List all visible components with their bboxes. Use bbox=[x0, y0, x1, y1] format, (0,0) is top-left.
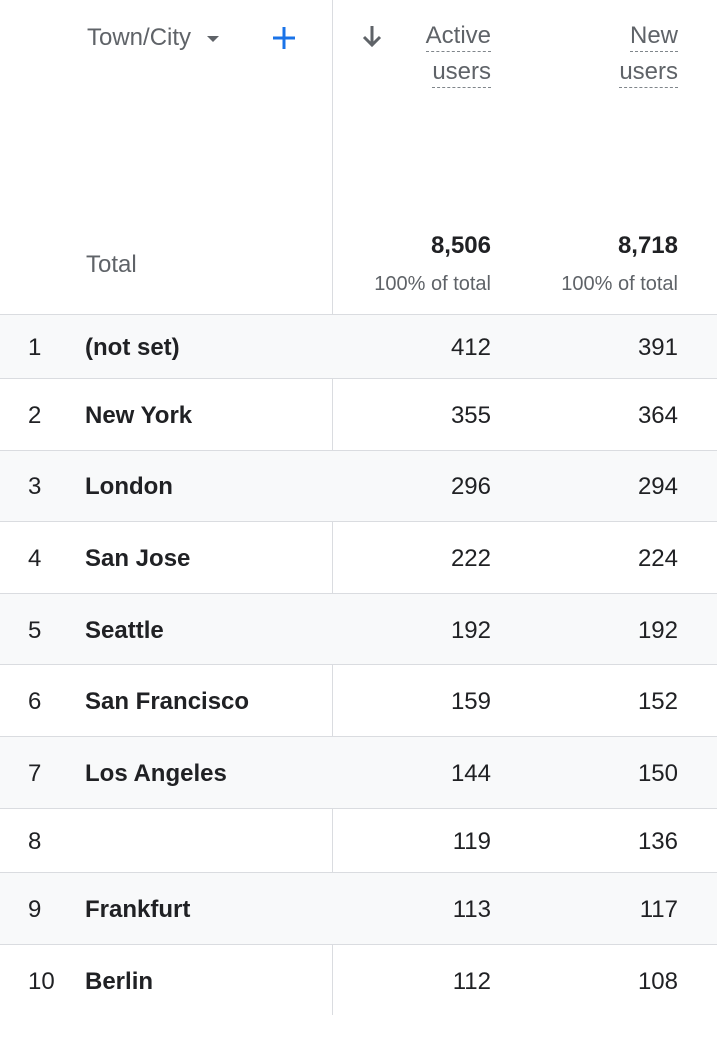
row-new-users: 150 bbox=[637, 760, 678, 787]
report-table: Town/City Active users New users Total 8… bbox=[0, 0, 717, 1015]
total-active-pct: 100% of total bbox=[374, 273, 491, 295]
table-row[interactable]: 10 Berlin 112 108 bbox=[0, 944, 717, 1015]
table-row[interactable]: 8 119 136 bbox=[0, 808, 717, 873]
table-row[interactable]: 1 (not set) 412 391 bbox=[0, 314, 717, 379]
row-index: 7 bbox=[28, 760, 42, 787]
row-city[interactable]: San Jose bbox=[85, 545, 191, 572]
row-active-users: 412 bbox=[450, 334, 491, 361]
row-index: 8 bbox=[28, 828, 42, 855]
row-active-users: 112 bbox=[452, 968, 491, 995]
total-label: Total bbox=[86, 251, 137, 278]
row-new-users: 294 bbox=[637, 473, 678, 500]
row-city[interactable]: Frankfurt bbox=[85, 896, 191, 923]
metric-header-new-line1: New bbox=[629, 21, 678, 52]
row-city[interactable]: Seattle bbox=[85, 617, 164, 644]
arrow-down-icon[interactable] bbox=[360, 24, 384, 50]
row-active-users: 355 bbox=[450, 402, 491, 429]
row-active-users: 144 bbox=[450, 760, 491, 787]
row-new-users: 192 bbox=[637, 617, 678, 644]
row-index: 2 bbox=[28, 402, 42, 429]
row-city[interactable]: Los Angeles bbox=[85, 760, 227, 787]
row-active-users: 113 bbox=[452, 896, 491, 923]
plus-icon bbox=[273, 27, 295, 49]
row-index: 4 bbox=[28, 545, 42, 572]
row-active-users: 119 bbox=[452, 828, 491, 855]
row-active-users: 222 bbox=[450, 545, 491, 572]
row-active-users: 159 bbox=[450, 688, 491, 715]
row-new-users: 391 bbox=[637, 334, 678, 361]
row-active-users: 296 bbox=[450, 473, 491, 500]
row-active-users: 192 bbox=[450, 617, 491, 644]
row-city[interactable]: San Francisco bbox=[85, 688, 250, 715]
metric-header-active-users[interactable]: Active users bbox=[425, 18, 491, 90]
metric-header-new-line2: users bbox=[619, 57, 678, 88]
metric-header-new-users[interactable]: New users bbox=[619, 18, 678, 90]
row-new-users: 224 bbox=[637, 545, 678, 572]
metric-header-active-line1: Active bbox=[425, 21, 491, 52]
row-index: 9 bbox=[28, 896, 42, 923]
row-city[interactable]: Berlin bbox=[85, 968, 154, 995]
row-index: 3 bbox=[28, 473, 42, 500]
row-new-users: 108 bbox=[637, 968, 678, 995]
row-new-users: 364 bbox=[637, 402, 678, 429]
row-city[interactable]: London bbox=[85, 473, 173, 500]
table-row[interactable]: 4 San Jose 222 224 bbox=[0, 521, 717, 593]
row-index: 6 bbox=[28, 688, 42, 715]
row-index: 10 bbox=[28, 968, 55, 995]
table-row[interactable]: 7 Los Angeles 144 150 bbox=[0, 736, 717, 808]
table-row[interactable]: 6 San Francisco 159 152 bbox=[0, 664, 717, 737]
dimension-selector[interactable]: Town/City bbox=[87, 24, 220, 52]
row-index: 1 bbox=[28, 334, 42, 361]
row-index: 5 bbox=[28, 617, 42, 644]
table-row[interactable]: 5 Seattle 192 192 bbox=[0, 593, 717, 665]
total-new-pct: 100% of total bbox=[561, 273, 678, 295]
row-new-users: 152 bbox=[637, 688, 678, 715]
dimension-label: Town/City bbox=[87, 24, 192, 51]
row-city[interactable]: (not set) bbox=[85, 334, 180, 361]
add-dimension-button[interactable] bbox=[270, 24, 298, 52]
total-active-users: 8,506 bbox=[430, 232, 491, 259]
row-city[interactable]: New York bbox=[85, 402, 193, 429]
metric-header-active-line2: users bbox=[432, 57, 491, 88]
row-new-users: 117 bbox=[639, 896, 678, 923]
table-row[interactable]: 2 New York 355 364 bbox=[0, 378, 717, 450]
caret-down-icon bbox=[207, 36, 220, 42]
total-new-users: 8,718 bbox=[617, 232, 678, 259]
table-row[interactable]: 9 Frankfurt 113 117 bbox=[0, 872, 717, 944]
table-row[interactable]: 3 London 296 294 bbox=[0, 450, 717, 522]
row-new-users: 136 bbox=[637, 828, 678, 855]
